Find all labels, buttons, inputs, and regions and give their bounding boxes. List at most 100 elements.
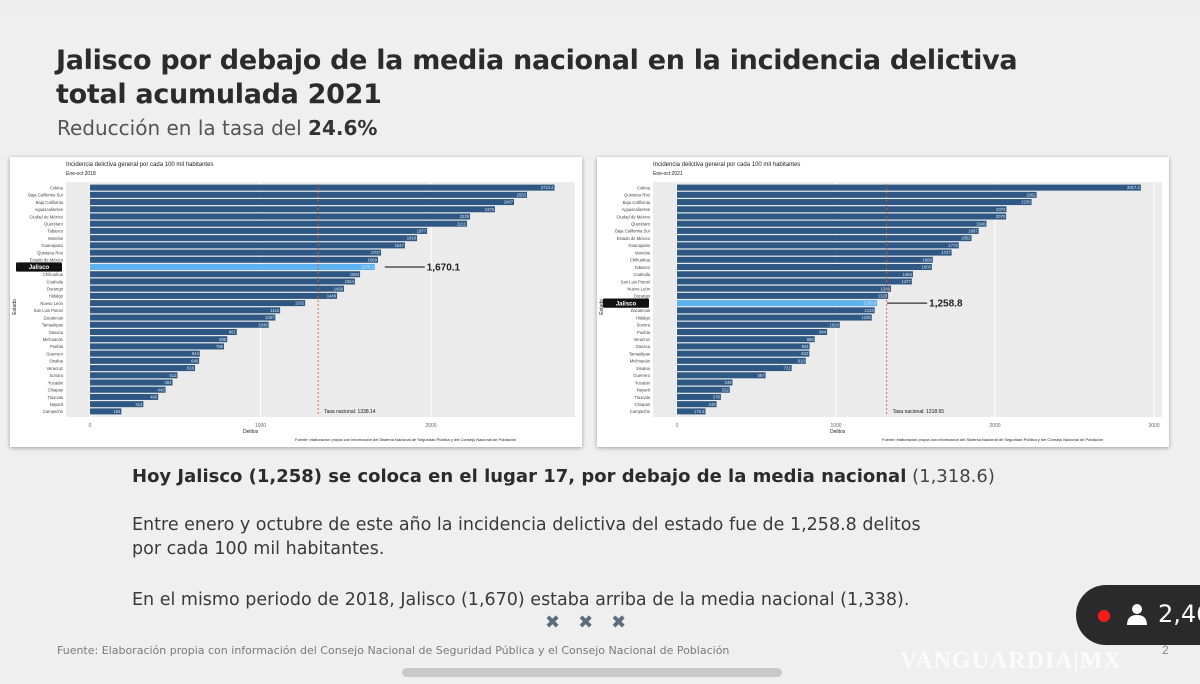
y-tick-label: Veracruz (46, 366, 63, 371)
y-tick-label: Oaxaca (49, 330, 64, 335)
bar-value-label: 1918 (407, 236, 417, 241)
y-tick-label: Guerrero (46, 351, 63, 356)
chart-subtitle: Ene-oct 2021 (653, 171, 683, 177)
y-tick-label: Michoacán (630, 359, 651, 364)
y-tick-label: Chihuahua (43, 272, 64, 277)
bar-yucatán (677, 379, 733, 386)
statement-value: (1,318.6) (906, 466, 995, 487)
chart-source: Fuente: elaboración propia con informaci… (882, 437, 1103, 442)
bar-tamaulipas (90, 321, 269, 328)
paragraph-2: En el mismo periodo de 2018, Jalisco (1,… (132, 590, 910, 610)
y-tick-label: Veracruz (633, 337, 650, 342)
bar-puebla (677, 328, 828, 335)
y-tick-label: Yucatán (635, 380, 651, 385)
bar-value-label: 1670.1 (361, 265, 374, 270)
bar-value-label: 1115 (270, 308, 279, 313)
bar-value-label: 2563 (517, 192, 527, 197)
highlight-label: Jalisco (603, 298, 649, 308)
y-tick-label: Tabasco (634, 265, 650, 270)
bar-value-label: 1243 (864, 308, 874, 313)
bar-value-label: 866 (807, 337, 815, 342)
bar-tabasco (90, 227, 428, 234)
bar-aguascalientes (90, 206, 495, 213)
bar-oaxaca (677, 343, 810, 350)
paragraph-1-line-2: por cada 100 mil habitantes. (132, 539, 385, 559)
bar-morelos (677, 249, 952, 256)
user-icon (1127, 604, 1147, 625)
chart-source: Fuente: elaboración propia con informaci… (295, 437, 516, 442)
y-tick-label: Zacatecas (631, 308, 650, 313)
x-tick-label: 0 (676, 423, 679, 429)
watermark-logo: VANGUARDIA|MX (900, 648, 1122, 674)
chart-svg: 0 1000 2000 3000 Incidencia delictiva genera… (599, 162, 1162, 442)
slide-source: Fuente: Elaboración propia con informaci… (57, 644, 730, 657)
bar-value-label: 400 (150, 395, 158, 400)
bar-michoacán (90, 336, 228, 343)
bar-nayarit (90, 401, 144, 408)
bar-value-label: 1328 (878, 293, 888, 298)
bar-sinaloa (677, 365, 792, 372)
y-tick-label: Nayarit (50, 402, 64, 407)
subtitle-text: Reducción en la tasa del (57, 116, 309, 140)
bar-value-label: 1584 (350, 272, 360, 277)
bar-value-label: 557 (758, 373, 766, 378)
chart-svg: 0 1000 2000 Incidencia delictiva general po… (12, 162, 575, 442)
y-tick-label: Guanajuato (41, 243, 63, 248)
scrollbar[interactable] (402, 668, 782, 677)
bar-oaxaca (90, 328, 237, 335)
bar-value-label: 2230 (1021, 200, 1031, 205)
y-tick-label: Puebla (50, 344, 64, 349)
x-tick-label: 1000 (255, 423, 266, 429)
bar-value-label: 805 (219, 337, 227, 342)
bar-yucatán (90, 379, 173, 386)
bar-value-label: 2917.2 (1127, 185, 1140, 190)
y-tick-label: Zacatecas (44, 315, 63, 320)
bar-coahuila (90, 278, 355, 285)
bar-veracruz (677, 336, 815, 343)
y-tick-label: Durango (47, 286, 64, 291)
bar-tlaxcala (677, 393, 721, 400)
bar-baja-california (90, 199, 515, 206)
chart-2021: 0 1000 2000 3000 Incidencia delictiva genera… (597, 157, 1169, 447)
annotation-value: 1,258.8 (929, 299, 963, 310)
bar-value-label: 332 (722, 387, 730, 392)
bar-tamaulipas (677, 350, 810, 357)
bar-value-label: 179.3 (694, 409, 705, 414)
y-tick-label: Durango (634, 294, 651, 299)
page-number: 2 (1162, 643, 1169, 657)
y-tick-label: Ciudad de México (29, 214, 63, 219)
bar-san-luis-potosí (90, 307, 281, 314)
y-tick-label: Nuevo León (627, 286, 650, 291)
bar-value-label: 1946 (976, 221, 986, 226)
bar-jalisco (677, 300, 878, 307)
bar-campeche (90, 408, 122, 415)
bar-value-label: 616 (187, 366, 195, 371)
bar-value-label: 2375 (485, 207, 495, 212)
y-tick-label: Querétaro (44, 222, 64, 227)
bar-hidalgo (90, 292, 338, 299)
bar-estado-de-méxico (677, 235, 972, 242)
bar-value-label: 786 (216, 344, 224, 349)
y-tick-label: Baja California Sur (615, 229, 651, 234)
bar-value-label: 2070 (996, 214, 1006, 219)
bar-value-label: 834 (802, 344, 810, 349)
bar-querétaro (90, 220, 467, 227)
bar-baja-california (677, 199, 1032, 206)
bar-value-label: 2211 (457, 221, 467, 226)
chart-2018: 0 1000 2000 Incidencia delictiva general po… (10, 157, 582, 447)
bar-veracruz (90, 365, 196, 372)
y-tick-label: Nayarit (637, 388, 651, 393)
y-tick-label: Estado de México (617, 236, 651, 241)
bar-value-label: 1490 (334, 286, 344, 291)
bar-value-label: 1707 (371, 250, 381, 255)
y-tick-label: Sinaloa (636, 366, 651, 371)
bar-ciudad-de-méxico (90, 213, 471, 220)
x-axis-label: Delitos (243, 429, 259, 435)
bar-value-label: 484 (165, 380, 173, 385)
y-tick-label: Aguascalientes (622, 207, 650, 212)
y-tick-label: Chiapas (635, 402, 650, 407)
bar-guanajuato (677, 242, 959, 249)
y-tick-label: Jalisco (29, 265, 50, 271)
paragraph-1: Entre enero y octubre de este año la inc… (132, 513, 921, 561)
bar-value-label: 1609 (923, 257, 933, 262)
